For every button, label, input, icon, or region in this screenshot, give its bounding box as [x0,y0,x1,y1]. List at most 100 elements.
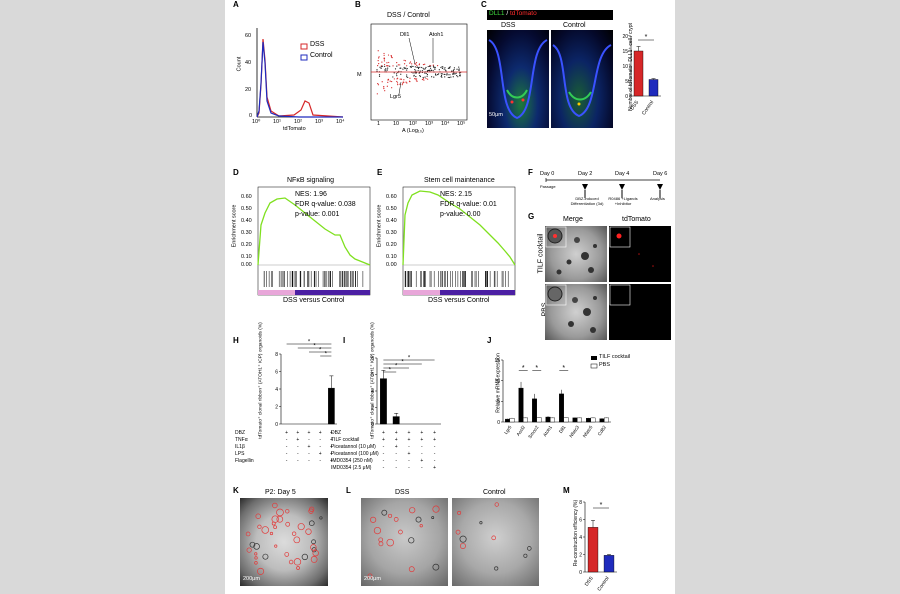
significance-star: * [389,368,392,374]
ma-point [385,68,387,70]
panel-a-ytick: 0 [249,113,253,119]
panel-a-plot [256,28,344,118]
ma-point [417,67,420,70]
ma-point [415,70,417,72]
ma-point [376,93,378,95]
ma-point [386,85,388,87]
organoid [261,526,270,534]
ma-point [451,70,453,72]
condition-mark: + [382,437,385,443]
organoid [431,516,435,520]
panel-e-ytick: 0.00 [386,262,397,268]
ma-point [448,76,450,79]
condition-label: Piceatannol (10 μM) [331,444,376,450]
organoid [408,537,415,544]
ma-point [400,78,403,80]
ma-point [387,67,389,69]
condition-mark: + [330,451,333,457]
ma-point [400,73,402,75]
bar [603,555,615,573]
condition-mark: - [297,451,299,457]
panel-b-title: DSS / Control [387,12,430,19]
ma-point [422,67,424,69]
ma-point [397,77,399,79]
ma-point [405,81,407,83]
organoid [271,515,279,523]
gene-label: Dll1 [558,424,567,434]
panel-e-title: Stem cell maintenance [424,177,495,184]
ma-point [378,56,380,58]
ma-point [403,59,405,61]
ma-point [432,69,434,72]
panel-b-xtick: 10⁵ [457,121,466,127]
ma-point [436,65,439,67]
condition-mark: - [286,437,288,443]
ma-point [396,62,398,64]
gene-label: Smoc2 [527,424,540,439]
ma-point [459,74,461,76]
organoid [388,513,393,518]
condition-mark: + [395,437,398,443]
panel-j-legend-tilf: TILF cocktail [599,354,631,360]
ma-point [434,66,436,69]
significance-star: * [313,344,316,350]
ma-point [409,61,412,63]
bar [599,418,605,423]
ma-point [383,87,385,90]
condition-mark: - [434,451,436,457]
ma-point [399,78,401,80]
panel-a-legend-control: Control [310,52,333,59]
condition-mark: + [319,451,322,457]
condition-mark: + [382,430,385,436]
panel-label-i: I [343,336,346,345]
condition-mark: + [395,444,398,450]
panel-b-xtick: 10 [393,121,400,127]
panel-d-ytick: 0.10 [241,254,252,260]
ma-point [429,70,431,72]
ma-point [446,74,448,76]
ma-point [416,64,418,67]
ma-point [409,62,411,64]
y-tick-label: 4 [275,387,278,393]
panel-d-fdr: FDR q-value: 0.038 [295,201,356,208]
ma-point [410,66,412,69]
panel-a-ytick: 20 [245,87,252,93]
bar [509,418,515,423]
ma-point [428,65,431,67]
ma-point [435,74,437,76]
category-label: DSS [629,99,640,111]
ma-point [427,65,429,68]
ma-point [419,70,421,72]
organoid [494,502,499,507]
ma-point [454,73,456,75]
organoid [305,528,312,535]
condition-mark: + [308,430,311,436]
panel-b-annotation-lgr5: Lgr5 [390,94,402,100]
ma-point [456,68,458,70]
panel-b-xtick: 1 [377,121,381,127]
organoid [288,559,294,565]
gene-label: Lgr5 [503,424,513,435]
condition-label: IMD0354 (250 nM) [331,458,373,464]
organoid [408,566,415,573]
organoid [257,524,262,529]
organoid [285,521,291,527]
panel-f-day-6: Day 6 [653,171,668,177]
gene-label: Cd82 [597,424,608,436]
ma-point [442,66,444,68]
ma-point [391,80,393,83]
condition-mark: + [296,437,299,443]
condition-mark: - [408,465,410,471]
ma-point [403,79,405,81]
ma-point [396,82,399,84]
ma-point [383,52,385,55]
organoid [254,556,258,560]
panel-label-h: H [233,336,239,345]
condition-mark: - [408,444,410,450]
figure: A Count 60 40 20 0 DSS Control 10⁰ 10¹ 1… [225,0,675,594]
panel-b-annotation-atoh1: Atoh1 [429,32,444,38]
y-tick-label: 10 [622,64,628,70]
ma-point [438,69,440,71]
organoid [386,538,394,547]
